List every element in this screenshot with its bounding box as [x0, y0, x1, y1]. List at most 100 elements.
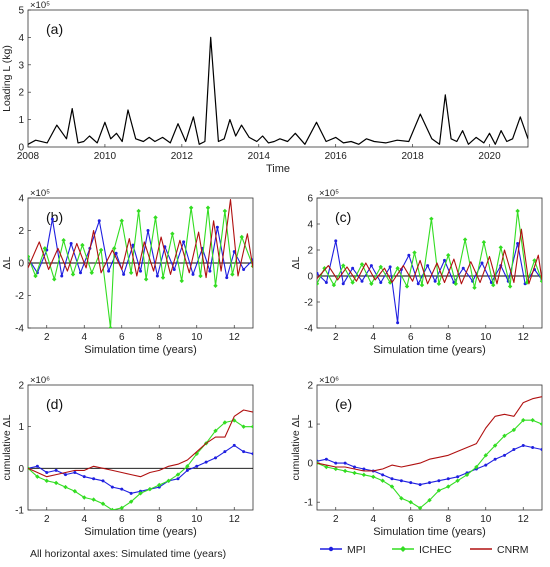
data-point-ichec	[28, 254, 31, 259]
data-point-ichec	[511, 427, 517, 433]
data-point-mpi	[122, 272, 126, 276]
series-group	[317, 208, 542, 325]
data-point-mpi	[182, 240, 186, 244]
series-line-cnrm	[317, 228, 542, 285]
data-point-mpi	[369, 264, 373, 268]
data-point-ichec	[100, 501, 106, 506]
data-point-mpi	[225, 276, 229, 280]
x-tick-label: 12	[229, 332, 241, 343]
data-point-ichec	[44, 478, 49, 484]
data-point-ichec	[331, 282, 337, 288]
data-point-ichec	[324, 464, 329, 470]
x-axis-label: Simulation time (years)	[84, 526, 196, 538]
y-tick-label: 2	[307, 381, 313, 392]
data-point-mpi	[521, 444, 525, 448]
x-tick-label: 2016	[325, 151, 348, 162]
data-point-mpi	[110, 485, 114, 489]
data-point-ichec	[446, 253, 451, 258]
y-tick-label: 0	[18, 259, 24, 270]
data-point-mpi	[396, 321, 400, 325]
x-axis-label: Simulation time (years)	[373, 526, 485, 538]
data-point-mpi	[428, 481, 431, 485]
data-point-mpi	[381, 473, 385, 477]
x-tick-label: 10	[191, 514, 203, 525]
y-tick-label: -2	[304, 298, 313, 309]
data-point-ichec	[417, 505, 423, 510]
data-point-ichec	[378, 264, 383, 270]
data-point-ichec	[70, 272, 76, 277]
x-tick-label: 6	[408, 514, 414, 525]
series-line-cnrm	[28, 409, 253, 478]
data-point-ichec	[361, 472, 367, 478]
data-point-mpi	[50, 217, 54, 221]
data-point-mpi	[185, 468, 189, 472]
data-point-mpi	[433, 279, 437, 283]
data-point-ichec	[380, 478, 385, 483]
y-tick-label: 0	[18, 464, 24, 475]
data-point-ichec	[333, 466, 338, 472]
data-point-ichec	[119, 218, 124, 223]
data-point-ichec	[462, 237, 468, 242]
data-point-mpi	[232, 443, 236, 447]
data-point-ichec	[198, 273, 203, 279]
data-point-mpi	[324, 457, 328, 461]
data-point-mpi	[334, 239, 338, 243]
data-point-ichec	[352, 470, 357, 476]
data-point-ichec	[539, 279, 542, 284]
panel-label: (b)	[46, 209, 63, 225]
legend-label-mpi: MPI	[347, 544, 366, 556]
data-point-mpi	[215, 225, 219, 229]
data-point-mpi	[92, 477, 96, 481]
y-multiplier: ×10⁶	[30, 375, 50, 386]
data-point-ichec	[53, 480, 59, 486]
series-line-ichec	[28, 419, 253, 510]
data-point-mpi	[512, 447, 516, 451]
data-point-ichec	[539, 421, 542, 427]
data-point-ichec	[474, 464, 479, 470]
data-point-ichec	[446, 484, 451, 489]
data-point-ichec	[179, 278, 184, 284]
data-point-mpi	[426, 264, 430, 268]
data-point-mpi	[69, 242, 73, 245]
legend-label-ichec: ICHEC	[419, 544, 452, 556]
x-tick-label: 2012	[171, 151, 194, 162]
x-tick-label: 10	[480, 514, 492, 525]
data-point-ichec	[138, 491, 143, 496]
x-tick-label: 2008	[17, 151, 40, 162]
data-point-mpi	[362, 467, 366, 471]
data-point-ichec	[119, 505, 124, 510]
data-point-ichec	[110, 507, 115, 510]
data-point-ichec	[530, 417, 535, 423]
x-tick-label: 8	[445, 514, 451, 525]
x-tick-label: 2	[44, 514, 50, 525]
y-tick-label: -2	[15, 291, 24, 302]
x-tick-label: 6	[408, 332, 414, 343]
data-point-mpi	[334, 461, 338, 465]
y-multiplier: ×10⁵	[30, 188, 50, 199]
data-point-ichec	[222, 208, 228, 214]
x-tick-label: 4	[81, 514, 87, 525]
x-axis-label: Simulation time (years)	[373, 344, 485, 356]
data-point-ichec	[72, 489, 78, 494]
y-tick-label: 1	[18, 422, 24, 433]
data-point-ichec	[241, 424, 246, 429]
data-point-mpi	[223, 450, 227, 454]
x-tick-label: 2018	[401, 151, 424, 162]
data-point-ichec	[515, 208, 520, 214]
y-multiplier: ×10⁵	[30, 0, 50, 11]
data-point-mpi	[480, 261, 484, 265]
data-point-mpi	[399, 479, 403, 483]
data-point-mpi	[324, 281, 328, 284]
x-tick-label: 6	[119, 332, 125, 343]
panel-label: (e)	[335, 396, 352, 412]
data-point-ichec	[395, 266, 400, 271]
y-tick-label: 2	[18, 88, 24, 99]
data-point-mpi	[129, 491, 133, 495]
data-point-mpi	[531, 446, 535, 449]
data-point-ichec	[250, 424, 253, 429]
data-point-ichec	[427, 498, 432, 503]
data-point-mpi	[446, 477, 450, 481]
data-point-mpi	[353, 465, 356, 469]
plot-frame	[27, 9, 529, 148]
data-point-mpi	[60, 274, 64, 278]
